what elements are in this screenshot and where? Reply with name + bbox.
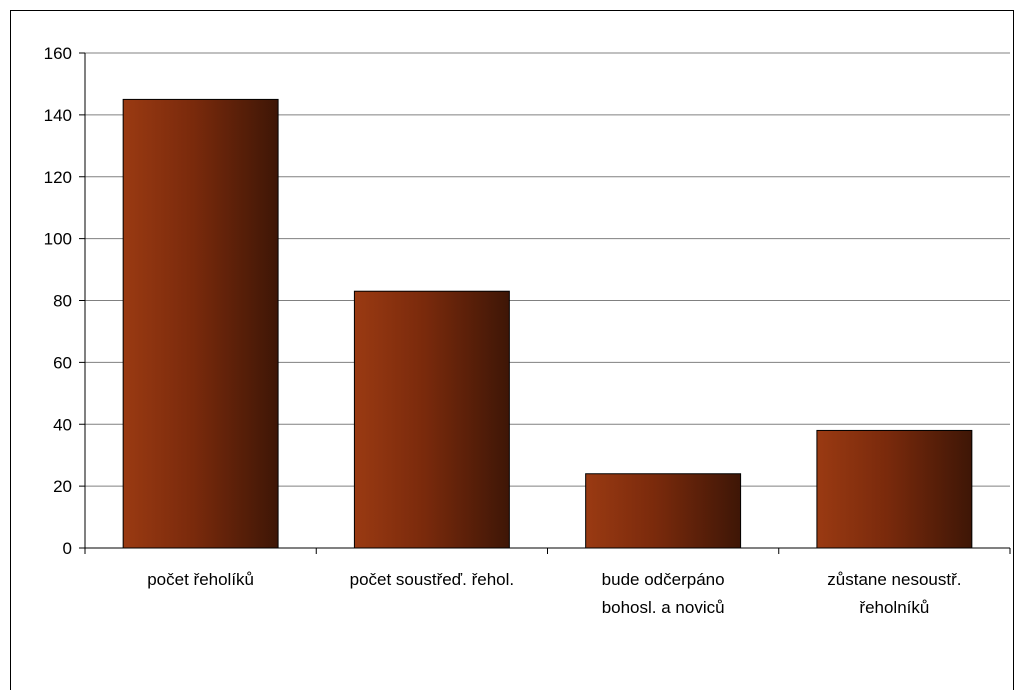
y-tick-labels: 0 20 40 60 80 100 120 140 160 (44, 44, 72, 558)
bars (122, 98, 973, 549)
x-category-label: bohosl. a noviců (602, 598, 725, 617)
bar (353, 290, 510, 549)
x-category-labels: počet řeholíků počet soustřeď. řehol. bude… (147, 570, 961, 617)
y-tick-label: 160 (44, 44, 72, 63)
y-tick-label: 80 (53, 292, 72, 311)
bar (816, 429, 973, 549)
bar (122, 98, 279, 549)
axes (79, 52, 1011, 554)
y-tick-label: 0 (63, 539, 72, 558)
x-category-label: počet soustřeď. řehol. (350, 570, 514, 589)
x-category-label: bude odčerpáno (602, 570, 725, 589)
y-tick-label: 60 (53, 353, 72, 372)
y-tick-label: 120 (44, 168, 72, 187)
x-category-label: počet řeholíků (147, 570, 254, 589)
y-tick-label: 140 (44, 106, 72, 125)
chart-frame (10, 10, 1014, 690)
x-category-label: zůstane nesoustř. (827, 570, 961, 589)
bar (585, 473, 742, 549)
y-tick-label: 20 (53, 477, 72, 496)
x-category-label: řeholníků (859, 598, 929, 617)
y-tick-label: 40 (53, 415, 72, 434)
y-tick-label: 100 (44, 230, 72, 249)
